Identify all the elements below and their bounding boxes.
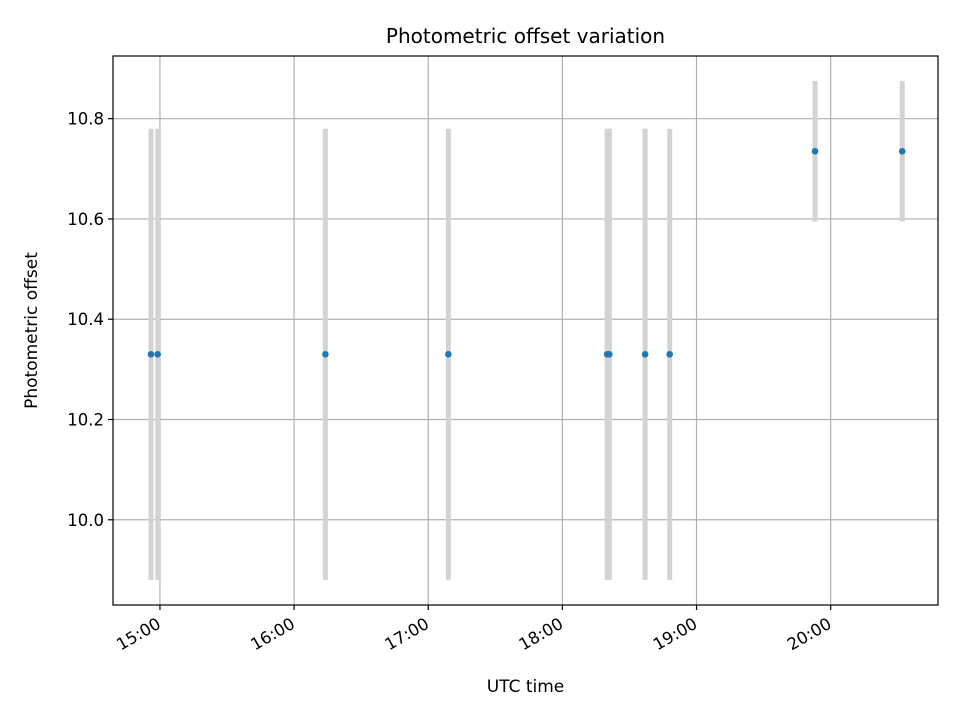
- y-axis-label: Photometric offset: [22, 252, 42, 409]
- y-tick-label: 10.6: [67, 210, 104, 229]
- x-tick-label: 15:00: [113, 614, 164, 654]
- y-tick-label: 10.0: [67, 511, 104, 530]
- data-point: [898, 147, 906, 155]
- data-point: [811, 147, 819, 155]
- x-axis-label: UTC time: [487, 677, 565, 697]
- data-point: [147, 351, 155, 358]
- data-point: [606, 351, 613, 358]
- x-tick-label: 16:00: [247, 614, 298, 654]
- chart-title: Photometric offset variation: [386, 24, 665, 48]
- data-point: [666, 351, 674, 358]
- error-bars: [148, 81, 905, 580]
- data-point: [154, 351, 162, 358]
- data-point: [445, 351, 452, 358]
- y-tick-label: 10.8: [67, 110, 104, 129]
- x-axis: 15:00 16:00 17:00 18:00 19:00 20:00: [113, 605, 835, 654]
- data-point: [641, 351, 649, 358]
- x-tick-label: 17:00: [382, 614, 433, 654]
- x-tick-label: 20:00: [784, 614, 835, 654]
- x-tick-label: 18:00: [516, 614, 567, 654]
- data-points: [147, 147, 906, 358]
- x-tick-label: 19:00: [650, 614, 701, 654]
- data-point: [322, 351, 329, 358]
- plot-frame: [112, 55, 939, 606]
- grid: [113, 56, 938, 605]
- y-tick-label: 10.2: [67, 410, 104, 429]
- y-axis: 10.0 10.2 10.4 10.6 10.8: [67, 110, 113, 530]
- y-tick-label: 10.4: [67, 310, 104, 329]
